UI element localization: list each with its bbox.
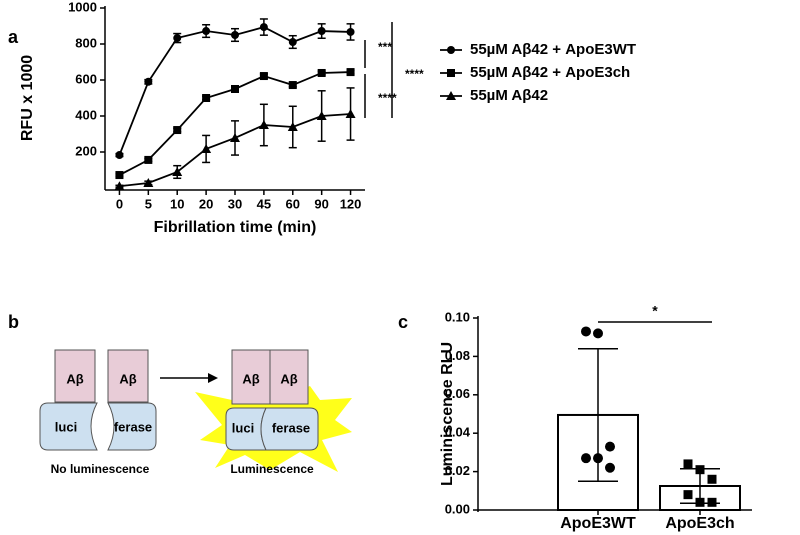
legend-label: 55µM Aβ42 <box>470 87 548 104</box>
block-label: Aβ <box>66 371 83 386</box>
abeta-block <box>54 349 96 403</box>
caption: No luminescence <box>51 462 150 476</box>
marker <box>258 120 269 129</box>
x-axis-title: Fibrillation time (min) <box>154 219 317 236</box>
legend-label: 55µM Aβ42 + ApoE3WT <box>470 41 636 58</box>
data-point <box>593 328 603 339</box>
x-tick-label: ApoE3WT <box>560 515 636 532</box>
arrow-head <box>208 373 218 383</box>
data-point <box>695 497 705 507</box>
marker <box>346 27 355 36</box>
data-point <box>683 459 693 469</box>
data-point <box>605 441 615 452</box>
marker <box>202 94 211 102</box>
data-point <box>581 453 591 464</box>
y-tick-label: 0.08 <box>445 348 470 363</box>
y-tick-label: 0.04 <box>445 425 471 440</box>
marker <box>345 109 356 119</box>
panel-label: a <box>8 27 19 47</box>
marker <box>446 91 456 100</box>
marker <box>317 27 326 36</box>
marker <box>230 132 240 142</box>
panel-label: b <box>8 312 19 332</box>
marker <box>231 31 239 39</box>
marker <box>231 85 239 93</box>
ferase-shape <box>260 407 319 451</box>
marker <box>316 111 327 120</box>
marker <box>288 38 297 47</box>
y-tick-label: 400 <box>75 107 97 122</box>
x-tick-label: 45 <box>257 196 271 211</box>
y-axis-title: Luminiscence RLU <box>439 342 456 486</box>
caption: Luminescence <box>230 462 314 476</box>
y-tick-label: 0.02 <box>445 463 470 478</box>
marker <box>287 121 298 131</box>
significance: **** <box>378 91 397 105</box>
y-tick-label: 0.10 <box>445 309 470 324</box>
data-point <box>581 326 591 337</box>
y-tick-label: 0.06 <box>445 386 470 401</box>
y-tick-label: 800 <box>75 35 97 50</box>
data-point <box>695 465 705 475</box>
marker <box>317 68 326 77</box>
block-label: Aβ <box>280 371 297 386</box>
marker <box>114 181 125 191</box>
marker <box>259 23 268 32</box>
y-tick-label: 0.00 <box>445 501 470 516</box>
x-tick-label: 60 <box>286 196 300 211</box>
x-tick-label: 10 <box>170 196 184 211</box>
marker <box>173 126 182 135</box>
significance: **** <box>405 67 424 81</box>
marker <box>115 151 124 160</box>
marker <box>115 171 124 180</box>
significance: *** <box>378 40 392 54</box>
data-point <box>707 497 717 507</box>
x-tick-label: 90 <box>314 196 328 211</box>
x-tick-label: 0 <box>116 196 123 211</box>
ferase-shape <box>107 402 157 451</box>
data-point <box>593 453 603 464</box>
part-label: ferase <box>114 419 152 434</box>
marker <box>144 77 153 86</box>
marker <box>172 166 183 176</box>
marker <box>447 69 455 77</box>
data-point <box>707 474 717 484</box>
x-tick-label: 20 <box>199 196 213 211</box>
legend-label: 55µM Aβ42 + ApoE3ch <box>470 64 630 81</box>
marker <box>144 155 153 164</box>
abeta-block <box>107 349 149 403</box>
marker <box>201 143 212 153</box>
x-tick-label: ApoE3ch <box>665 515 734 532</box>
x-tick-label: 30 <box>228 196 242 211</box>
part-label: luci <box>55 419 77 434</box>
marker <box>288 81 297 90</box>
marker <box>202 27 211 36</box>
block-label: Aβ <box>119 371 136 386</box>
marker <box>173 34 182 43</box>
part-label: ferase <box>272 420 310 435</box>
diagram: b Aβ Aβ luci ferase No luminescence Aβ A… <box>8 312 352 476</box>
data-point <box>605 462 615 473</box>
block-label: Aβ <box>242 371 259 386</box>
y-tick-label: 600 <box>75 71 97 86</box>
significance: * <box>652 303 658 319</box>
y-axis-title: RFU x 1000 <box>19 55 36 141</box>
y-tick-label: 200 <box>75 143 97 158</box>
abeta-block <box>269 349 309 405</box>
part-label: luci <box>232 420 254 435</box>
marker <box>447 46 455 54</box>
x-tick-label: 120 <box>340 196 362 211</box>
marker <box>143 177 154 187</box>
marker <box>259 72 268 81</box>
luci-shape <box>39 402 98 451</box>
y-tick-label: 1000 <box>68 0 97 14</box>
panel-label: c <box>398 312 408 332</box>
marker <box>346 68 355 77</box>
data-point <box>683 490 693 500</box>
x-tick-label: 5 <box>145 196 152 211</box>
